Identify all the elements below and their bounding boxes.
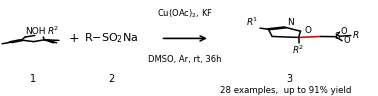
Text: $R^2$: $R^2$ — [47, 24, 59, 37]
Text: NOH: NOH — [25, 27, 46, 36]
Text: R$-$SO$_2$Na: R$-$SO$_2$Na — [84, 31, 139, 45]
Text: S: S — [334, 32, 340, 41]
Text: 3: 3 — [286, 74, 292, 84]
Text: $R^2$: $R^2$ — [292, 43, 304, 56]
Text: N: N — [287, 18, 294, 27]
Text: Cu(OAc)$_2$, KF: Cu(OAc)$_2$, KF — [157, 8, 213, 20]
Text: +: + — [68, 32, 79, 45]
Text: 2: 2 — [108, 74, 115, 84]
Text: O: O — [341, 27, 348, 36]
Text: 1: 1 — [30, 74, 36, 84]
Text: DMSO, Ar, rt, 36h: DMSO, Ar, rt, 36h — [149, 55, 222, 64]
Text: 28 examples,  up to 91% yield: 28 examples, up to 91% yield — [220, 86, 351, 95]
Text: O: O — [344, 36, 350, 45]
Text: $R^1$: $R^1$ — [246, 15, 259, 28]
Text: O: O — [304, 26, 311, 35]
Text: R: R — [352, 31, 359, 40]
